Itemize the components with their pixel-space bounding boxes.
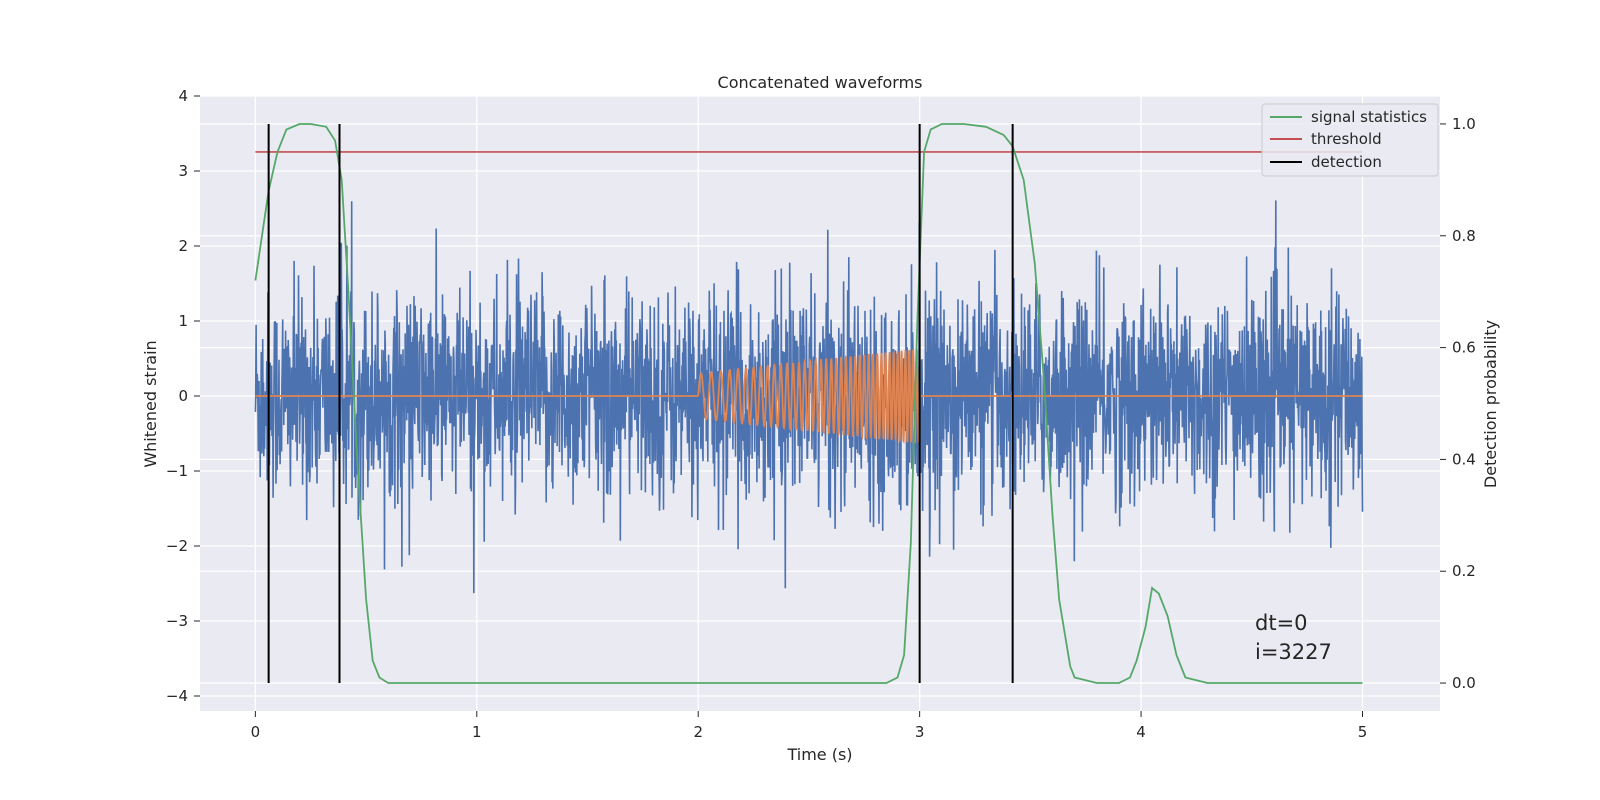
y2-tick-label: 0.4 — [1452, 450, 1476, 468]
y2-tick-label: 1.0 — [1452, 115, 1476, 133]
y-tick-label: 4 — [178, 87, 188, 105]
y-tick-label: −1 — [166, 462, 188, 480]
y-tick-label: 1 — [178, 312, 188, 330]
x-tick-label: 1 — [472, 723, 482, 741]
y2-tick-label: 0.0 — [1452, 674, 1476, 692]
annotation-box: dt=0 i=3227 — [1255, 611, 1332, 664]
annotation-dt: dt=0 — [1255, 611, 1308, 635]
y2-tick-label: 0.2 — [1452, 562, 1476, 580]
x-tick-label: 3 — [915, 723, 925, 741]
legend-label-threshold: threshold — [1311, 130, 1382, 148]
y-tick-label: −3 — [166, 612, 188, 630]
x-axis-label: Time (s) — [786, 745, 852, 764]
legend: signal statistics threshold detection — [1261, 103, 1439, 177]
y2-axis-label: Detection probability — [1481, 320, 1500, 488]
legend-label-detection: detection — [1311, 153, 1382, 171]
annotation-i: i=3227 — [1255, 640, 1332, 664]
axes: 0 1 2 3 4 5 4 3 2 1 0 −1 −2 −3 −4 0.0 0.2 0.4 0.6 0.8 1.0 — [166, 87, 1476, 741]
signal-statistics-series — [254, 123, 1363, 684]
legend-label-signal-statistics: signal statistics — [1311, 108, 1427, 126]
y-tick-label: 0 — [178, 387, 188, 405]
y2-tick-label: 0.8 — [1452, 227, 1476, 245]
y-axis-label: Whitened strain — [141, 340, 160, 467]
legend-frame — [1261, 103, 1439, 177]
x-tick-label: 2 — [693, 723, 703, 741]
chart-title: Concatenated waveforms — [718, 73, 923, 92]
strain-series — [254, 200, 1364, 594]
data-layer — [254, 123, 1364, 684]
y2-tick-label: 0.6 — [1452, 339, 1476, 357]
x-tick-label: 5 — [1358, 723, 1368, 741]
x-tick-label: 0 — [251, 723, 261, 741]
injection-series — [255, 349, 1363, 444]
y-tick-label: 3 — [178, 162, 188, 180]
y-tick-label: 2 — [178, 237, 188, 255]
y-tick-label: −2 — [166, 537, 188, 555]
x-tick-label: 4 — [1136, 723, 1146, 741]
y-tick-label: −4 — [166, 687, 188, 705]
